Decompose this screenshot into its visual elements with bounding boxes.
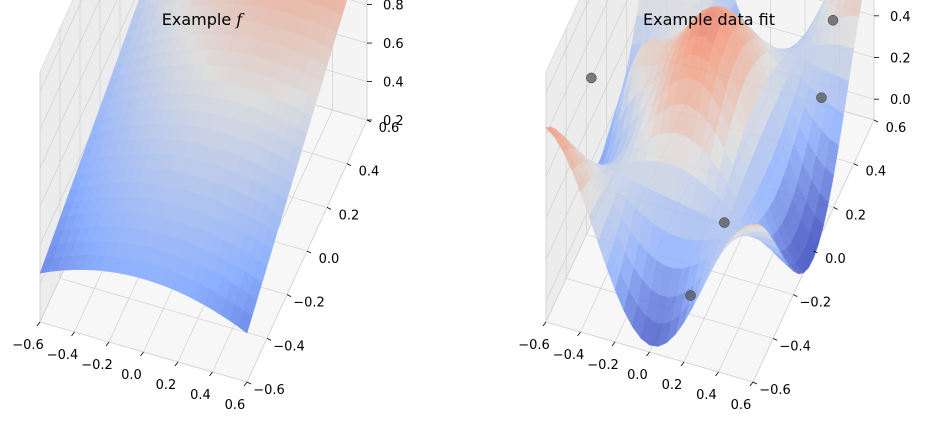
x-tick [577, 331, 581, 337]
x-tick-label: 0.0 [121, 368, 142, 383]
x-tick-label: 0.4 [696, 388, 717, 403]
y-tick [772, 337, 778, 341]
y-tick-label: −0.2 [293, 296, 325, 311]
y-tick-label: −0.6 [759, 383, 791, 398]
x-tick-label: 0.6 [225, 398, 246, 413]
y-tick-label: 0.4 [865, 165, 886, 180]
x-tick [105, 341, 110, 347]
z-tick-label: 0.0 [890, 93, 911, 108]
z-tick-label: 0.2 [890, 52, 911, 67]
x-tick-label: −0.4 [47, 348, 79, 363]
title-italic: f [235, 10, 245, 29]
y-tick [813, 250, 818, 254]
grid-line [39, 0, 118, 169]
x-tick [542, 321, 547, 327]
grid-line [39, 0, 100, 130]
surface-patch [238, 309, 253, 334]
x-tick-label: −0.2 [587, 358, 619, 373]
data-point [586, 72, 597, 84]
y-tick-label: 0.0 [319, 252, 340, 267]
data-point [827, 15, 839, 26]
x-tick-label: 0.4 [190, 388, 211, 403]
x-tick-label: 0.6 [731, 398, 752, 413]
x-tick [715, 371, 719, 377]
title-text: Example [162, 10, 237, 29]
y-tick-label: −0.2 [800, 296, 832, 311]
y-tick [833, 206, 838, 210]
plot-example-data-fit: −0.6−0.4−0.20.00.20.40.6−0.6−0.4−0.20.00… [518, 0, 911, 413]
x-tick [680, 361, 685, 367]
y-tick [306, 250, 312, 254]
x-tick-label: 0.0 [627, 368, 648, 383]
surface [39, 0, 348, 334]
grid-line [545, 0, 648, 219]
grid-line [39, 0, 136, 207]
x-tick-label: −0.6 [12, 338, 44, 353]
y-tick-label: −0.4 [273, 339, 305, 354]
y-tick-label: −0.6 [253, 383, 285, 398]
data-point [685, 290, 696, 301]
x-tick [36, 321, 41, 327]
surface [545, 0, 863, 347]
surface-patch [744, 224, 759, 227]
y-tick-label: 0.6 [886, 121, 907, 136]
x-tick [174, 361, 179, 367]
y-tick [346, 163, 352, 167]
y-tick-label: 0.2 [339, 208, 360, 223]
grid-line [545, 0, 628, 177]
x-tick [749, 381, 754, 387]
x-tick-label: −0.2 [81, 358, 113, 373]
x-tick-label: 0.2 [156, 378, 177, 393]
x-tick [243, 381, 248, 387]
y-tick [246, 381, 252, 385]
z-tick-label: 0.2 [383, 114, 404, 129]
x-tick [140, 351, 144, 357]
x-tick [71, 331, 75, 337]
y-tick-label: −0.4 [779, 339, 811, 354]
y-tick [853, 163, 859, 167]
x-tick-label: 0.2 [662, 378, 683, 393]
z-tick-label: 0.6 [383, 37, 404, 52]
y-tick [873, 119, 879, 123]
chart-title: Example data fit [643, 10, 775, 29]
z-tick-label: 0.8 [383, 0, 404, 14]
y-tick-label: 0.2 [845, 208, 866, 223]
grid-line [545, 0, 609, 135]
x-tick [611, 341, 616, 347]
data-point [816, 92, 827, 103]
surface-patch [710, 0, 715, 3]
x-tick [646, 351, 650, 357]
data-point [719, 217, 730, 228]
grid-line [545, 0, 590, 94]
chart-title: Example f [162, 10, 246, 29]
y-tick [326, 206, 332, 210]
y-tick [286, 294, 292, 298]
x-tick [209, 371, 213, 377]
y-tick [752, 381, 758, 385]
plot-example-f: −0.6−0.4−0.20.00.20.40.6−0.6−0.4−0.20.00… [12, 0, 404, 413]
x-tick-label: −0.4 [553, 348, 585, 363]
y-tick-label: 0.4 [359, 165, 380, 180]
y-tick-label: 0.0 [825, 252, 846, 267]
grid-line [39, 0, 83, 92]
title-text: Example data fit [643, 10, 775, 29]
y-tick [266, 337, 272, 341]
y-tick [793, 294, 798, 298]
z-tick-label: 0.4 [890, 10, 911, 25]
x-tick-label: −0.6 [518, 338, 550, 353]
z-tick-label: 0.4 [383, 76, 404, 91]
y-tick-label: 0.6 [379, 121, 400, 136]
